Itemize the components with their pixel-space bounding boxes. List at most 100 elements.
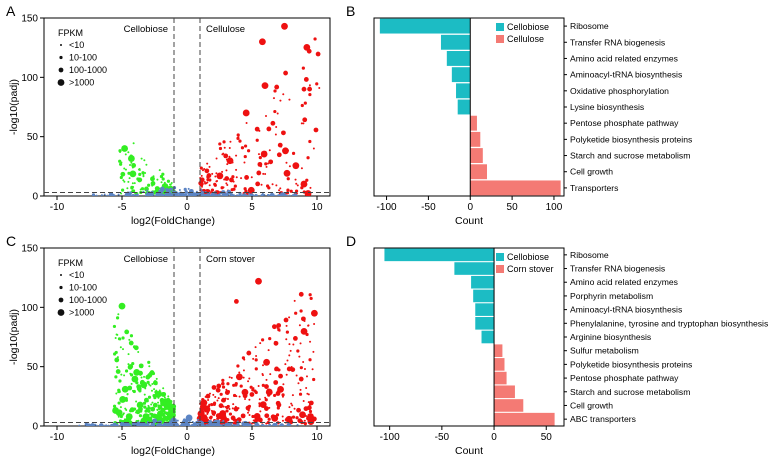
data-point [127,363,130,366]
legend-label: Cellobiose [507,22,549,32]
data-point [305,375,308,378]
y-tick-label: 100 [21,303,38,314]
data-point [223,178,226,181]
data-point [208,165,211,168]
data-point [300,327,308,335]
data-point [307,324,310,327]
data-point [151,371,156,376]
data-point [254,126,260,132]
data-point [308,358,312,362]
data-point [88,424,91,426]
data-point [288,343,291,346]
data-point [146,380,150,384]
data-point [254,418,257,421]
data-point [271,183,274,186]
data-point [265,165,268,168]
bar [494,399,524,412]
data-point [229,177,234,183]
data-point [261,338,265,342]
data-point [228,376,231,379]
data-point [231,175,235,179]
data-point [178,188,181,191]
data-point [222,140,226,144]
data-point [90,423,95,426]
data-point [143,159,146,162]
panel-letter: A [6,3,16,19]
data-point [208,403,211,406]
data-point [274,340,278,345]
data-point [308,84,311,87]
data-point [140,157,143,160]
data-point [211,172,214,175]
data-point [269,373,272,376]
data-point [100,194,103,196]
data-point [171,190,174,193]
data-point [308,409,313,414]
data-point [136,194,139,196]
data-point [229,193,233,196]
data-point [231,161,234,164]
data-point [262,172,265,175]
size-legend-dot [60,274,62,276]
data-point [273,380,279,385]
panel-letter: B [346,3,355,19]
data-point [235,154,238,157]
data-point [140,422,147,426]
data-point [229,140,232,143]
data-point [131,163,137,168]
data-point [154,381,158,386]
data-point [133,368,141,376]
bar [475,317,495,330]
data-point [254,346,257,349]
data-point [158,169,161,172]
data-point [156,408,159,411]
size-legend-label: 100-1000 [69,295,107,305]
data-point [296,349,300,353]
data-point [298,291,304,297]
data-point [306,156,310,160]
pathway-label: Transfer RNA biogenesis [570,264,665,274]
data-point [124,369,129,373]
data-point [291,404,294,407]
data-point [119,406,122,409]
x-axis-title: log2(FoldChange) [131,215,215,227]
data-point [299,342,302,345]
data-point [292,162,300,170]
data-point [128,338,131,341]
pathway-label: Aminoacyl-tRNA biosynthesis [570,305,682,315]
bar [440,34,471,50]
data-point [200,415,203,418]
data-point [115,316,120,320]
data-point [158,389,161,392]
data-point [309,340,312,343]
data-point [110,194,114,196]
data-point [150,177,154,181]
data-point [130,382,133,385]
data-point [138,167,141,170]
data-point [249,385,253,389]
data-point [242,109,250,117]
x-tick-label: -5 [118,432,127,443]
data-point [294,178,297,181]
data-point [120,192,123,195]
bar [481,330,495,344]
data-point [221,399,223,402]
data-point [272,193,275,196]
size-legend-dot [58,297,64,303]
bar [471,275,495,289]
data-point [258,129,261,132]
data-point [156,178,159,181]
data-point [259,342,262,345]
legend-label: Cellobiose [507,252,549,262]
size-legend-dot [57,309,65,316]
data-point [300,186,304,190]
data-point [217,193,221,196]
pathway-label: Polyketide biosynthesis proteins [570,134,692,144]
size-legend-title: FPKM [58,28,83,38]
data-point [197,424,200,426]
data-point [154,380,157,383]
data-point [315,51,321,57]
x-tick-label: 50 [541,432,553,443]
data-point [129,170,137,178]
